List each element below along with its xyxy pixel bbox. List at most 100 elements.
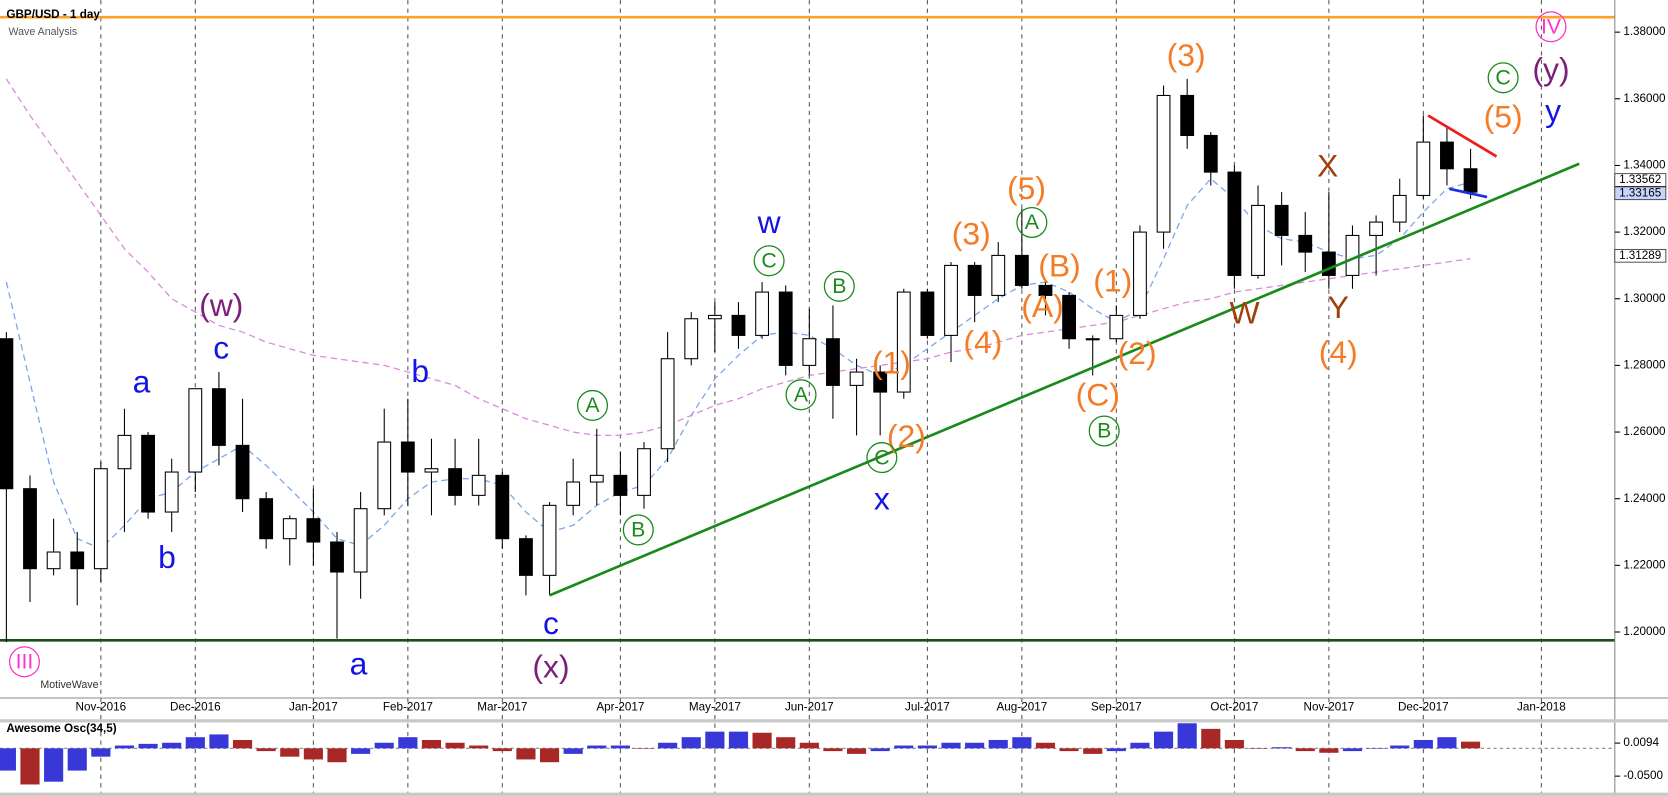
candle-body (1203, 134, 1218, 173)
wave-label: y (1545, 92, 1561, 128)
x-tick-label: May-2017 (689, 701, 741, 714)
x-tick-label: Sep-2017 (1091, 701, 1142, 714)
wave-label: IV (1541, 14, 1562, 38)
osc-bar (91, 748, 111, 757)
osc-bar (1319, 748, 1339, 753)
candle-body (991, 254, 1006, 296)
osc-bar (705, 731, 725, 749)
wave-label: a (350, 645, 368, 681)
osc-bar (563, 748, 583, 754)
osc-bar (728, 731, 749, 749)
price-label-box (1614, 186, 1667, 201)
plot (0, 15, 1615, 642)
osc-bar (445, 742, 465, 749)
candle-body (944, 264, 958, 336)
osc-bar (1083, 748, 1103, 754)
candle-body (1251, 204, 1265, 276)
candle-body (164, 471, 179, 513)
x-tick-label: Nov-2016 (76, 701, 127, 714)
candle-body (873, 371, 888, 393)
candle-body (23, 488, 37, 570)
y-tick-label: 1.36000 (1623, 92, 1666, 105)
candle-body (519, 538, 533, 576)
candle-body (967, 264, 982, 296)
wave-circle (8, 646, 40, 678)
candle-body (920, 291, 935, 336)
candle-body (353, 508, 368, 573)
osc-bar (658, 742, 678, 749)
candle-body (330, 541, 344, 573)
osc-tick-label: -0.0500 (1623, 769, 1663, 782)
osc-bar (44, 748, 64, 782)
wave-circle (866, 442, 898, 474)
candle-body (1463, 168, 1478, 193)
osc-bar (752, 732, 772, 749)
candle-body (235, 444, 250, 500)
candle-body (259, 498, 274, 540)
candle-body (896, 291, 911, 393)
y-tick-label: 1.30000 (1623, 292, 1666, 305)
candle-body (1227, 171, 1242, 276)
watermark: MotiveWave (40, 679, 98, 691)
candle-body (731, 314, 746, 336)
candle-body (46, 551, 61, 570)
wave-label: b (411, 353, 429, 389)
wave-label: B (1097, 419, 1111, 443)
osc-bar (917, 745, 937, 749)
wave-label: (4) (1319, 334, 1358, 370)
wave-label: (3) (952, 216, 991, 252)
price-label-box (1614, 173, 1667, 187)
wave-circle (1487, 62, 1519, 94)
wave-label: III (16, 650, 34, 674)
osc-bar (894, 745, 914, 749)
osc-bar (1106, 748, 1126, 752)
candle-body (93, 468, 108, 570)
x-tick-label: Jan-2017 (289, 701, 338, 714)
wave-label: (4) (963, 324, 1002, 360)
candle-body (1062, 294, 1077, 340)
wave-circle (576, 389, 609, 421)
osc-bar (587, 745, 607, 749)
wave-label: (x) (532, 649, 569, 685)
osc-bar (1272, 747, 1292, 749)
x-tick-label: Apr-2017 (596, 701, 644, 714)
osc-bar (280, 748, 300, 757)
osc-bar (941, 742, 961, 749)
candle-body (566, 481, 581, 506)
osc-bar (1390, 745, 1410, 749)
wave-label: (5) (1484, 99, 1523, 135)
wave-label: (2) (887, 418, 926, 454)
osc-bar (162, 742, 182, 749)
osc-bar (232, 739, 253, 749)
osc-bar (0, 748, 16, 771)
osc-bar (610, 745, 630, 749)
candle-body (1298, 234, 1313, 253)
osc-bar (1153, 731, 1174, 749)
y-tick-label: 1.24000 (1623, 492, 1666, 505)
osc-bar (1177, 723, 1197, 749)
osc-bar (799, 742, 819, 749)
candle-body (424, 468, 439, 473)
osc-bar (634, 748, 654, 749)
osc-bar (469, 745, 489, 749)
osc-bar (398, 737, 418, 749)
wave-label: (1) (872, 344, 911, 380)
osc-bar (1201, 728, 1221, 749)
wave-label: (3) (1167, 37, 1206, 73)
candle-body (377, 441, 392, 510)
y-tick-label: 1.34000 (1623, 159, 1666, 172)
osc-bar (1413, 739, 1433, 749)
osc-bar (539, 748, 560, 763)
candle-body (188, 388, 203, 473)
wave-circle (1088, 415, 1120, 447)
wave-label: b (158, 539, 176, 575)
chart-title: GBP/USD - 1 day (6, 8, 100, 21)
wave-label: (5) (1007, 170, 1046, 206)
osc-bar (256, 748, 276, 752)
candle-body (613, 474, 628, 496)
candle-body (826, 338, 840, 386)
wave-circle (1535, 11, 1567, 43)
panel-separator (0, 792, 1668, 796)
candle-body (471, 474, 486, 496)
candle-body (802, 338, 817, 366)
